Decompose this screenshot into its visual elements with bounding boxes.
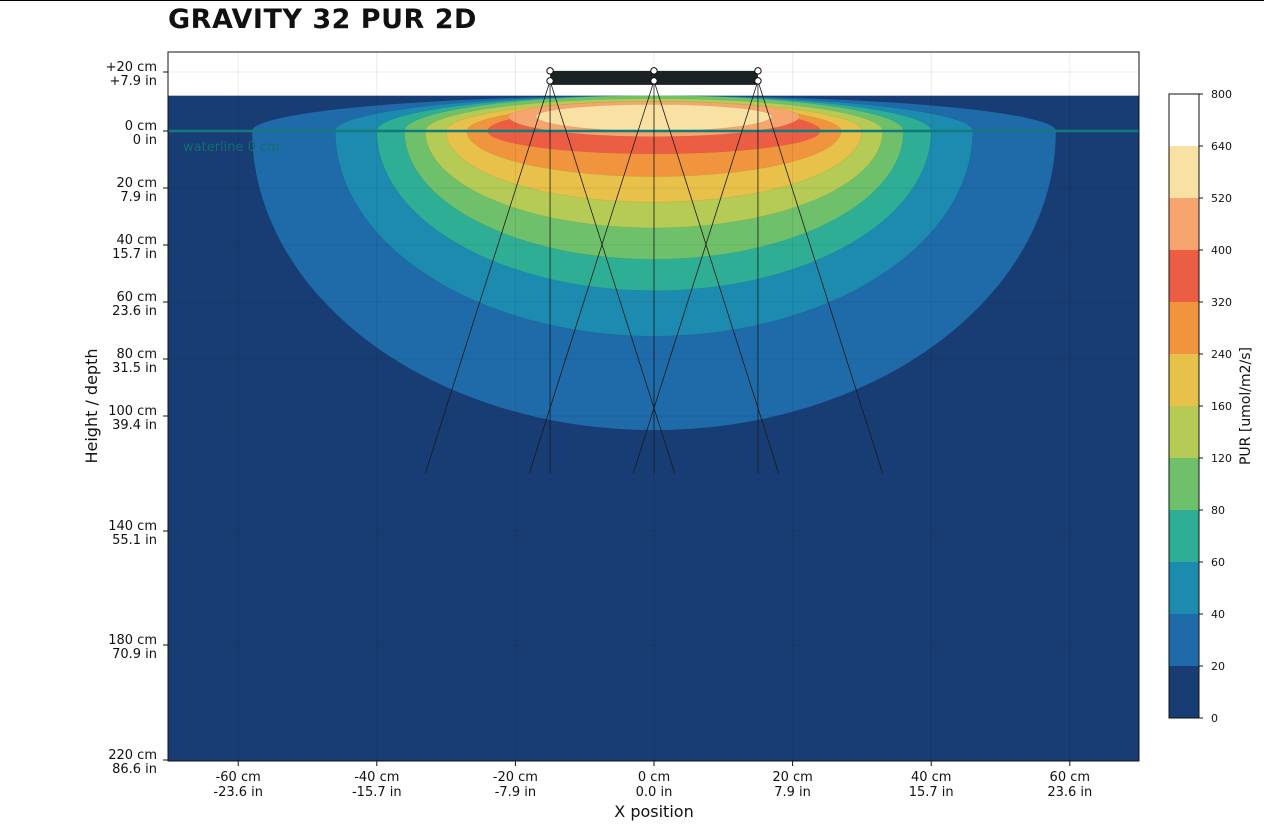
emitter-point [754,67,762,75]
y-tick-label: 80 cm [117,347,158,362]
colorbar-tick-label: 160 [1211,400,1232,413]
colorbar-band [1169,614,1199,666]
x-tick-label: 23.6 in [1047,785,1092,800]
colorbar-tick-label: 640 [1211,140,1232,153]
colorbar-band [1169,458,1199,510]
x-tick-label: -60 cm [216,770,261,785]
x-tick-label: 60 cm [1050,770,1091,785]
y-tick-label: 7.9 in [120,190,157,205]
y-tick-label: 23.6 in [112,304,157,319]
x-tick-label: 0.0 in [636,785,673,800]
x-tick-label: -15.7 in [352,785,402,800]
colorbar-tick-label: 240 [1211,348,1232,361]
colorbar-band [1169,510,1199,562]
colorbar-tick-label: 800 [1211,88,1232,101]
y-tick-label: 0 cm [125,119,157,134]
y-tick-label: 40 cm [117,233,158,248]
x-axis-ticks: -60 cm-23.6 in -40 cm-15.7 in -20 cm-7.9 i… [213,761,1092,800]
y-axis-label: Height / depth [82,348,101,463]
x-tick-label: -23.6 in [213,785,263,800]
emitter-point [650,77,658,85]
waterline-label: waterline 0 cm [183,140,280,155]
colorbar-tick-label: 520 [1211,192,1232,205]
colorbar-band [1169,666,1199,718]
y-tick-label: 60 cm [117,290,158,305]
y-tick-label: 55.1 in [112,533,157,548]
emitter-point [754,77,762,85]
overlays: waterline 0 cm [168,67,1139,474]
emitter-point [546,77,554,85]
colorbar-tick-label: 40 [1211,608,1225,621]
emitter-point [650,67,658,75]
colorbar-band [1169,302,1199,354]
x-tick-label: 40 cm [911,770,952,785]
y-tick-label: +20 cm [106,60,157,75]
colorbar-band [1169,354,1199,406]
colorbar-band [1169,562,1199,614]
x-tick-label: 15.7 in [909,785,954,800]
y-tick-label: 100 cm [108,404,157,419]
top-border-line [0,0,1264,1]
y-tick-label: +7.9 in [109,74,157,89]
y-tick-label: 220 cm [108,748,157,763]
colorbar-band [1169,94,1199,146]
x-tick-label: -7.9 in [495,785,536,800]
chart-title: GRAVITY 32 PUR 2D [168,4,477,35]
colorbar-tick-label: 60 [1211,556,1225,569]
colorbar-tick-label: 0 [1211,712,1218,725]
colorbar: 0 20 40 60 80 120 160 240 320 400 520 640 800 [1168,88,1232,725]
y-axis-ticks: +20 cm+7.9 in 0 cm0 in 20 cm7.9 in 40 cm15.… [106,60,168,777]
x-axis-label: X position [614,802,693,821]
x-tick-label: 0 cm [638,770,670,785]
y-tick-label: 31.5 in [112,361,157,376]
colorbar-band [1169,146,1199,198]
y-tick-label: 20 cm [117,176,158,191]
y-tick-label: 140 cm [108,519,157,534]
emitter-point [546,67,554,75]
beam-line [632,80,759,474]
colorbar-tick-label: 320 [1211,296,1232,309]
y-tick-label: 86.6 in [112,762,157,777]
beam-line [528,80,655,474]
colorbar-tick-label: 20 [1211,660,1225,673]
beam-line [757,80,884,474]
colorbar-band [1169,406,1199,458]
x-tick-label: 7.9 in [774,785,811,800]
y-tick-label: 0 in [133,133,157,148]
colorbar-tick-label: 120 [1211,452,1232,465]
colorbar-label: PUR [umol/m2/s] [1238,347,1254,465]
x-tick-label: -20 cm [493,770,538,785]
x-tick-label: 20 cm [772,770,813,785]
colorbar-band [1169,198,1199,250]
y-tick-label: 70.9 in [112,647,157,662]
colorbar-tick-label: 80 [1211,504,1225,517]
y-tick-label: 180 cm [108,633,157,648]
colorbar-band [1169,250,1199,302]
y-tick-label: 39.4 in [112,418,157,433]
y-tick-label: 15.7 in [112,247,157,262]
colorbar-tick-label: 400 [1211,244,1232,257]
x-tick-label: -40 cm [354,770,399,785]
beam-line [424,80,551,474]
